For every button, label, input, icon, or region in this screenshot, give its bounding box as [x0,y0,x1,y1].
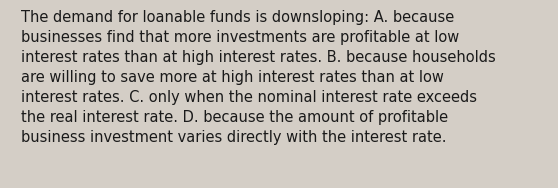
Text: The demand for loanable funds is downsloping: A. because
businesses find that mo: The demand for loanable funds is downslo… [21,10,496,145]
